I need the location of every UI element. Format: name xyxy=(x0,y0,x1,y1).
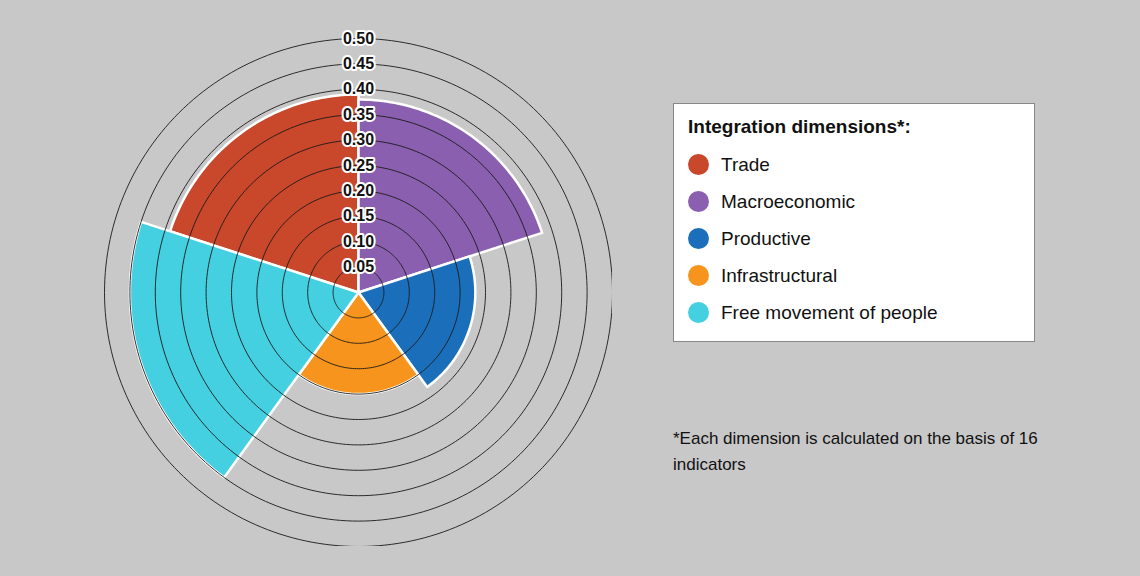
html-text:Infrastructural: Infrastructural xyxy=(721,264,838,286)
svg-text:0.45: 0.45 xyxy=(343,55,374,72)
svg-text:0.15: 0.15 xyxy=(343,207,374,224)
svg-text:0.20: 0.20 xyxy=(343,182,374,199)
html-text:Trade: Trade xyxy=(721,153,770,175)
svg-text:0.35: 0.35 xyxy=(343,106,374,123)
svg-text:0.25: 0.25 xyxy=(343,157,374,174)
svg-text:0.40: 0.40 xyxy=(343,80,374,97)
html-text:*Each dimension is calculated: *Each dimension is calculated on the bas… xyxy=(673,429,1038,474)
svg-text:0.05: 0.05 xyxy=(343,258,374,275)
html-text:Free movement of people: Free movement of people xyxy=(721,301,938,323)
svg-text:0.30: 0.30 xyxy=(343,131,374,148)
html-text:Productive: Productive xyxy=(721,227,811,249)
html-text:Integration dimensions*:: Integration dimensions*: xyxy=(688,116,911,137)
svg-text:0.10: 0.10 xyxy=(343,233,374,250)
svg-text:0.50: 0.50 xyxy=(343,30,374,47)
html-text:Macroeconomic: Macroeconomic xyxy=(721,190,856,212)
